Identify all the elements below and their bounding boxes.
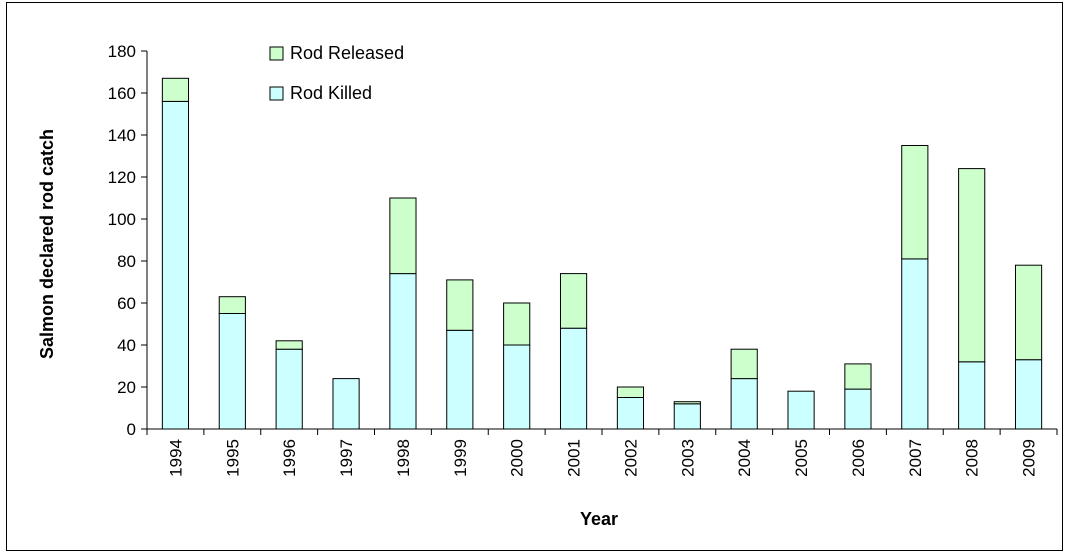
- bar-rod-released-2002: [616, 386, 645, 398]
- x-tick-label-2009: 2009: [1020, 439, 1039, 477]
- y-tick-label-20: 20: [117, 378, 136, 397]
- x-tick-label-2005: 2005: [792, 439, 811, 477]
- bar-rod-killed-1997: [332, 378, 360, 430]
- legend-swatch-rod-released: [269, 46, 284, 61]
- bar-rod-released-2007: [901, 145, 929, 260]
- y-tick-label-40: 40: [117, 336, 136, 355]
- x-tick-label-2007: 2007: [906, 439, 925, 477]
- x-tick-label-2000: 2000: [508, 439, 527, 477]
- bar-rod-released-2009: [1014, 264, 1043, 361]
- legend: Rod Released Rod Killed: [269, 43, 404, 103]
- bar-rod-released-2004: [730, 348, 758, 380]
- bar-rod-released-1996: [275, 340, 303, 350]
- bar-rod-killed-2006: [844, 388, 872, 430]
- y-axis-title: Salmon declared rod catch: [37, 129, 57, 359]
- x-tick-label-1997: 1997: [337, 439, 356, 477]
- bar-rod-released-2006: [844, 363, 872, 390]
- bar-rod-killed-2007: [901, 258, 929, 430]
- bar-rod-killed-2008: [958, 361, 986, 430]
- x-tick-label-2006: 2006: [849, 439, 868, 477]
- legend-label-rod-released: Rod Released: [290, 43, 404, 63]
- bars-layer: [161, 77, 1043, 430]
- x-tick-label-2002: 2002: [621, 439, 640, 477]
- bar-rod-released-1994: [161, 77, 190, 102]
- legend-label-rod-killed: Rod Killed: [290, 83, 372, 103]
- bar-rod-killed-2001: [559, 327, 588, 430]
- y-tick-label-120: 120: [108, 168, 136, 187]
- x-axis-title: Year: [580, 509, 618, 529]
- bar-rod-released-1999: [446, 279, 474, 331]
- bar-rod-released-2001: [559, 273, 588, 329]
- bar-rod-killed-2009: [1014, 359, 1043, 430]
- bar-rod-killed-2002: [616, 397, 645, 430]
- x-tick-label-2004: 2004: [735, 439, 754, 477]
- x-tick-label-1998: 1998: [394, 439, 413, 477]
- y-tick-label-140: 140: [108, 126, 136, 145]
- bar-rod-killed-1995: [218, 313, 246, 430]
- y-tick-label-180: 180: [108, 42, 136, 61]
- y-tick-label-80: 80: [117, 252, 136, 271]
- legend-swatch-rod-killed: [269, 86, 284, 101]
- y-tick-label-0: 0: [127, 420, 136, 439]
- x-tick-label-1994: 1994: [166, 439, 185, 477]
- x-tick-label-1999: 1999: [451, 439, 470, 477]
- bar-rod-killed-1998: [389, 273, 417, 430]
- x-tick-label-1995: 1995: [223, 439, 242, 477]
- bar-rod-released-2008: [958, 168, 986, 363]
- chart-frame: 0 20 40 60 80 100 120 140 160 180 1994 1995 1996 199…: [6, 2, 1063, 551]
- bar-rod-released-2000: [503, 302, 531, 346]
- y-tick-label-60: 60: [117, 294, 136, 313]
- bar-rod-released-2003: [673, 401, 701, 405]
- bar-rod-released-1995: [218, 296, 246, 315]
- x-tick-label-2001: 2001: [565, 439, 584, 477]
- x-tick-label-1996: 1996: [280, 439, 299, 477]
- bar-rod-killed-2005: [787, 390, 815, 430]
- bar-rod-released-1998: [389, 197, 417, 275]
- bar-rod-killed-1996: [275, 348, 303, 430]
- y-tick-label-160: 160: [108, 84, 136, 103]
- x-tick-labels: 1994 1995 1996 1997 1998 1999 2000 2001 2002 2003…: [166, 439, 1038, 477]
- bar-rod-killed-2004: [730, 378, 758, 430]
- y-tick-label-100: 100: [108, 210, 136, 229]
- axes-layer: [141, 50, 1058, 435]
- bar-rod-killed-2000: [503, 344, 531, 430]
- bar-rod-killed-2003: [673, 403, 701, 430]
- y-tick-labels: 0 20 40 60 80 100 120 140 160 180: [108, 42, 136, 439]
- x-tick-label-2008: 2008: [963, 439, 982, 477]
- bar-rod-killed-1994: [161, 100, 190, 430]
- x-tick-label-2003: 2003: [678, 439, 697, 477]
- bar-rod-killed-1999: [446, 329, 474, 430]
